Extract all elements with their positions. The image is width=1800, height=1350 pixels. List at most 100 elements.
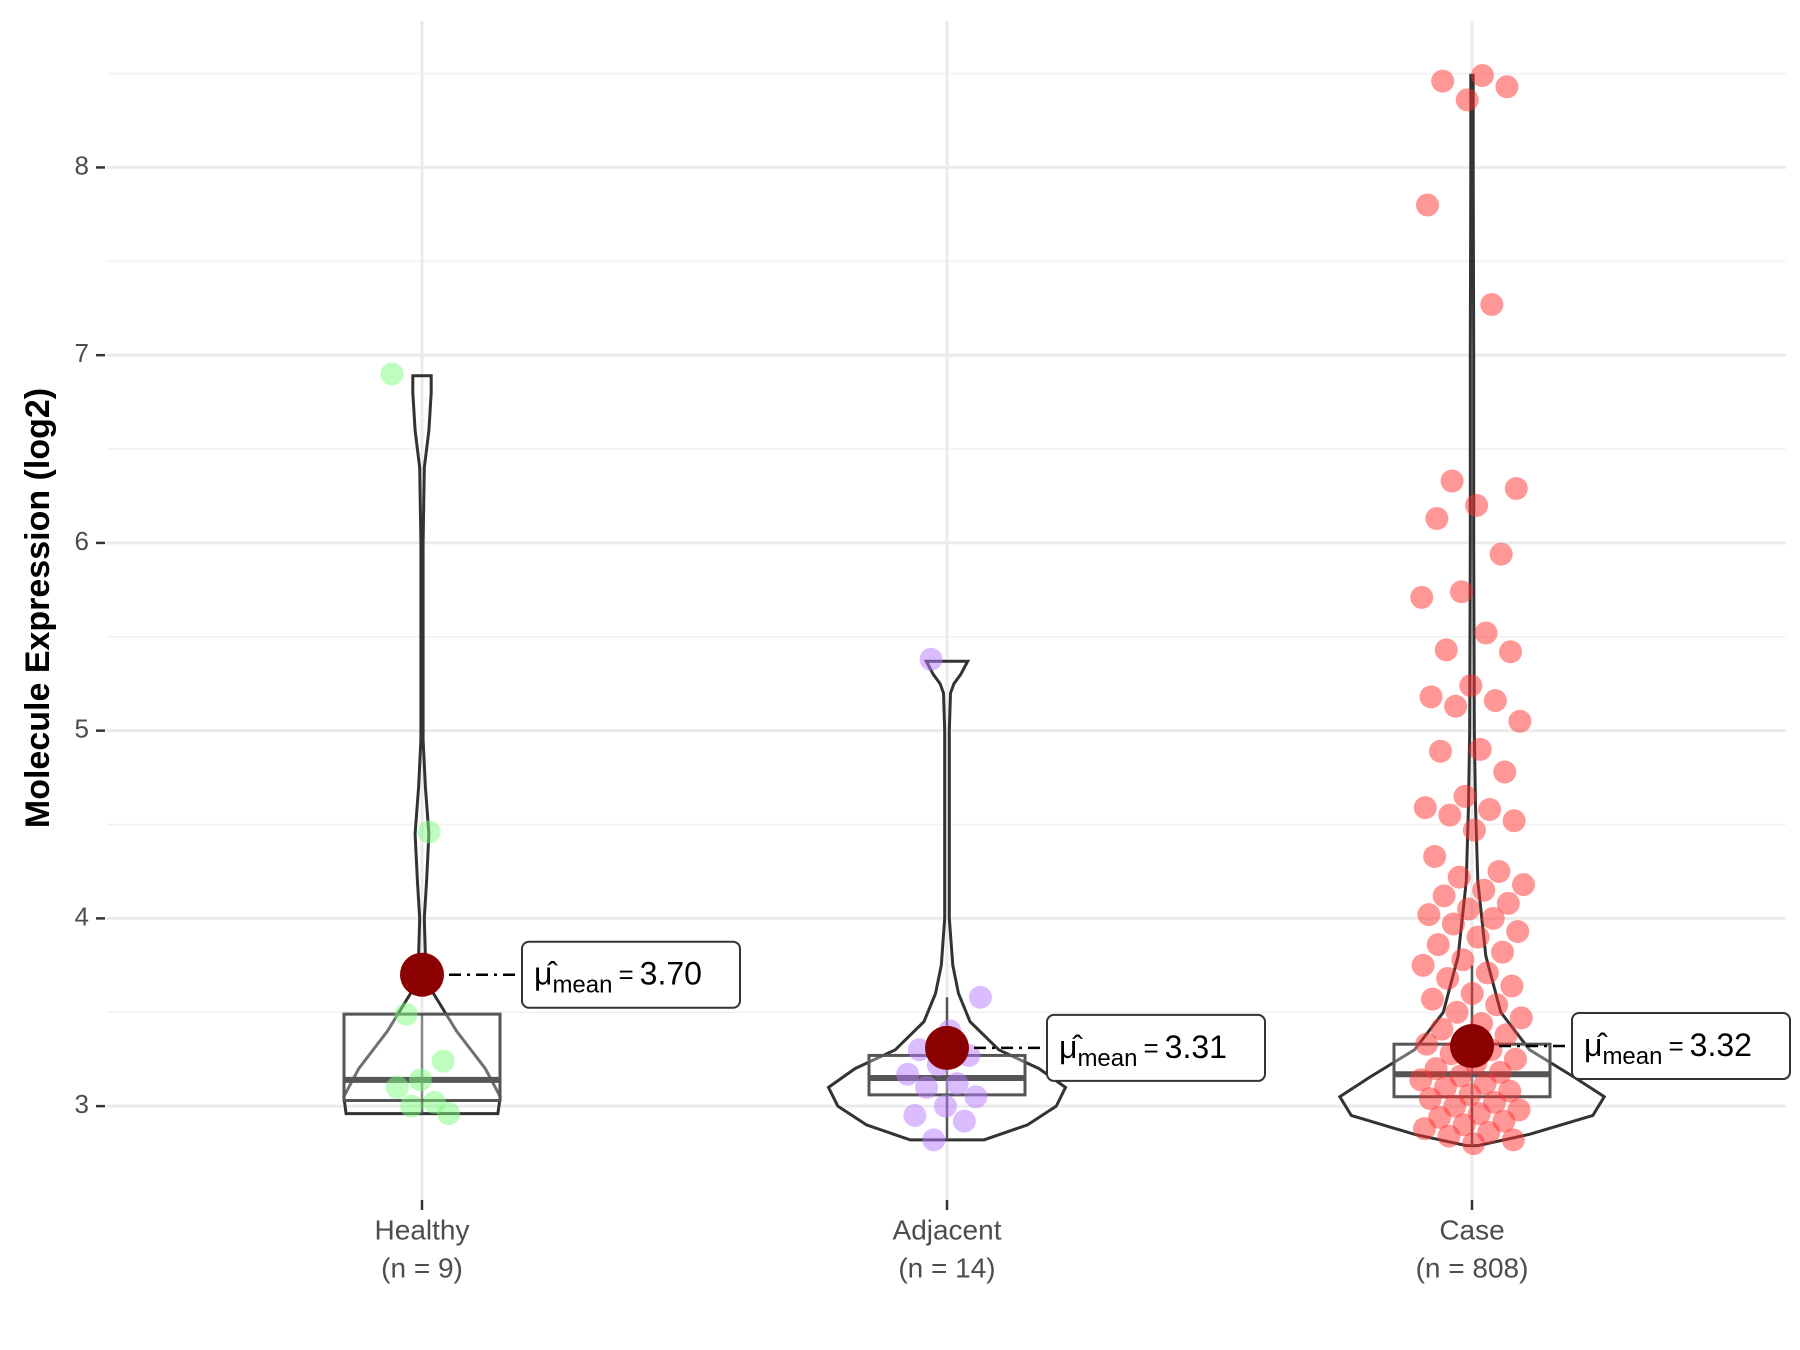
data-point — [1441, 912, 1465, 936]
violin — [1337, 73, 1607, 1148]
y-axis-title: Molecule Expression (log2) — [19, 388, 57, 828]
data-point — [1457, 897, 1481, 921]
data-point — [1485, 993, 1509, 1017]
data-point — [945, 1072, 969, 1096]
mean-label-box — [1046, 1013, 1266, 1082]
data-point — [1423, 844, 1447, 868]
data-point — [1453, 784, 1477, 808]
data-point — [1417, 903, 1441, 927]
data-point — [1412, 1117, 1436, 1141]
data-point — [1483, 689, 1507, 713]
data-point — [1459, 674, 1483, 698]
data-point — [1472, 878, 1496, 902]
data-point — [1506, 920, 1530, 944]
data-point — [1420, 987, 1444, 1011]
data-point — [437, 1102, 461, 1126]
data-point — [1462, 818, 1486, 842]
data-point — [431, 1049, 455, 1073]
data-point — [1440, 469, 1464, 493]
mean-subscript: mean — [1602, 1043, 1662, 1070]
data-point — [1416, 193, 1440, 217]
data-point — [1480, 292, 1504, 316]
data-point — [1431, 69, 1455, 93]
data-point — [385, 1075, 409, 1099]
data-point — [1495, 75, 1519, 99]
data-point — [1468, 737, 1492, 761]
y-tick-label: 7 — [75, 338, 89, 368]
data-point — [1481, 906, 1505, 930]
data-point — [933, 1094, 957, 1118]
x-tick-sublabel: (n = 9) — [381, 1252, 463, 1283]
data-point — [1426, 933, 1450, 957]
mean-operator: = — [1668, 1031, 1683, 1061]
data-point — [903, 1104, 927, 1128]
data-point — [1502, 809, 1526, 833]
data-point — [380, 362, 404, 386]
data-point — [1496, 891, 1520, 915]
data-point — [1445, 1000, 1469, 1024]
data-point — [1432, 884, 1456, 908]
y-tick-label: 6 — [75, 526, 89, 556]
data-point — [1474, 621, 1498, 645]
data-point — [1470, 63, 1494, 87]
data-point — [1447, 865, 1471, 889]
data-point — [417, 820, 441, 844]
x-tick-label: Adjacent — [893, 1214, 1002, 1245]
data-point — [1419, 685, 1443, 709]
data-point — [968, 985, 992, 1009]
data-point — [1494, 1023, 1518, 1047]
mean-point — [925, 1025, 969, 1070]
data-point — [1493, 760, 1517, 784]
mean-value: 3.31 — [1165, 1029, 1227, 1065]
data-point — [394, 1002, 418, 1026]
data-point — [1434, 638, 1458, 662]
mean-label-box — [521, 940, 741, 1009]
data-point — [1500, 974, 1524, 998]
data-point — [1462, 1132, 1486, 1156]
data-point — [1428, 739, 1452, 763]
x-tick-label: Case — [1439, 1214, 1504, 1245]
data-point — [1487, 859, 1511, 883]
data-point — [1489, 542, 1513, 566]
data-point — [1449, 580, 1473, 604]
data-point — [1509, 1006, 1533, 1030]
mean-value: 3.70 — [640, 956, 702, 992]
y-tick-label: 5 — [75, 714, 89, 744]
data-point — [1504, 476, 1528, 500]
mean-label: μ̂mean = 3.70 — [534, 956, 702, 999]
data-point — [1451, 948, 1475, 972]
data-point — [1437, 1124, 1461, 1148]
data-point — [1455, 88, 1479, 112]
mean-operator: = — [618, 960, 633, 990]
data-point — [922, 1128, 946, 1152]
data-point — [1491, 940, 1515, 964]
data-point — [1478, 798, 1502, 822]
data-point — [1438, 803, 1462, 827]
mean-label: μ̂mean = 3.32 — [1584, 1028, 1752, 1071]
data-point — [1411, 953, 1435, 977]
data-point — [1460, 981, 1484, 1005]
y-tick-label: 4 — [75, 901, 89, 931]
data-point — [1415, 1032, 1439, 1056]
data-point — [1465, 493, 1489, 517]
data-point — [896, 1062, 920, 1086]
data-point — [952, 1109, 976, 1133]
data-point — [1499, 640, 1523, 664]
data-point — [907, 1038, 931, 1062]
x-tick-sublabel: (n = 14) — [898, 1252, 995, 1283]
data-point — [1466, 925, 1490, 949]
y-tick-label: 3 — [75, 1089, 89, 1119]
mean-subscript: mean — [1077, 1045, 1137, 1072]
data-point — [1511, 873, 1535, 897]
data-point — [1413, 796, 1437, 820]
data-point — [1436, 966, 1460, 990]
data-point — [964, 1085, 988, 1109]
data-point — [1475, 961, 1499, 985]
mean-point — [1450, 1024, 1494, 1069]
data-point — [1425, 507, 1449, 531]
data-point — [1501, 1128, 1525, 1152]
data-point — [915, 1075, 939, 1099]
data-point — [1410, 585, 1434, 609]
